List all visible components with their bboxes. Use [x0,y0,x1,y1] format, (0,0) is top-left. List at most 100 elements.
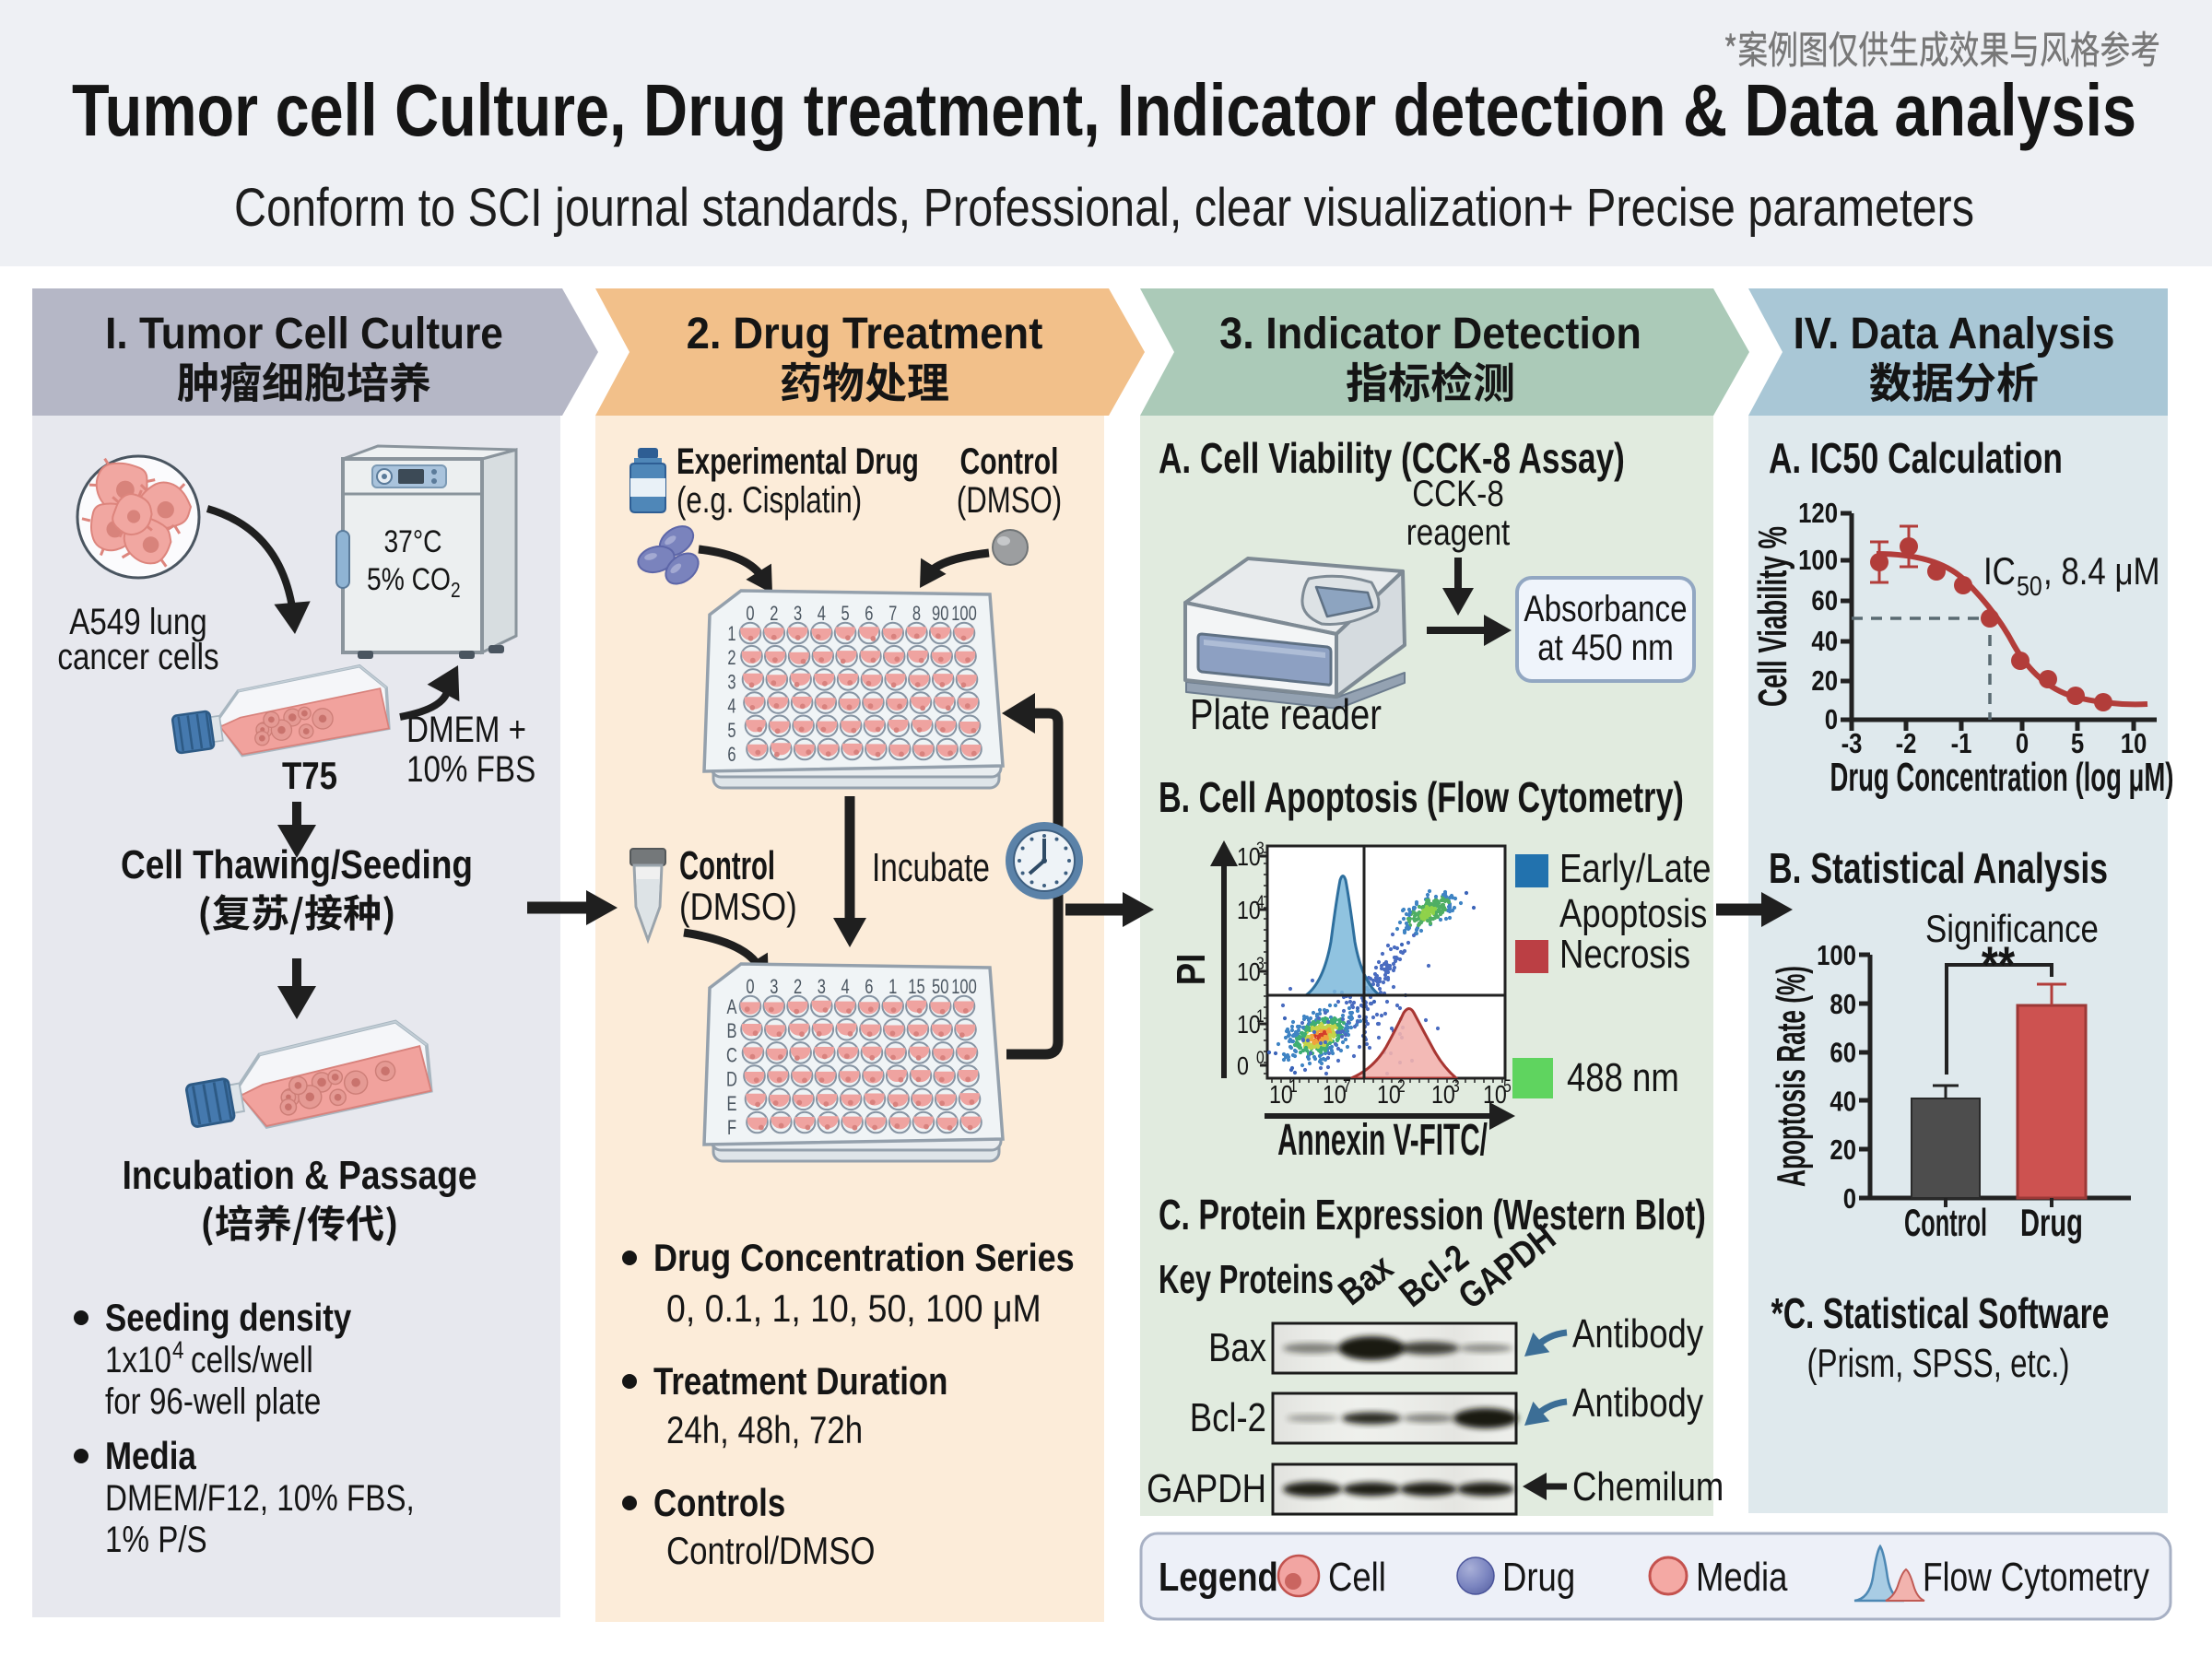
svg-text:60: 60 [1830,1037,1856,1069]
svg-text:1: 1 [888,976,897,999]
svg-text:Incubation & Passage: Incubation & Passage [123,1152,477,1198]
svg-text:1% P/S: 1% P/S [105,1519,207,1560]
svg-text:-2: -2 [1896,728,1917,760]
svg-text:(Prism, SPSS, etc.): (Prism, SPSS, etc.) [1807,1342,2070,1387]
svg-text:Conform to SCI journal standar: Conform to SCI journal standards, Profes… [234,179,1974,238]
svg-text:Cell: Cell [1328,1554,1386,1600]
svg-text:0: 0 [746,603,754,626]
svg-text:5% CO: 5% CO [367,562,451,597]
svg-text:37°C: 37°C [383,524,441,559]
svg-text:PI: PI [1168,954,1214,986]
svg-text:3: 3 [818,976,826,999]
svg-text:Experimental Drug: Experimental Drug [677,441,919,482]
svg-text:10: 10 [1323,1081,1347,1109]
svg-text:1: 1 [1289,1076,1298,1097]
svg-text:-3: -3 [1841,728,1863,760]
svg-text:2: 2 [770,603,778,626]
svg-text:5: 5 [727,720,735,743]
svg-text:10% FBS: 10% FBS [406,748,535,790]
svg-text:4: 4 [818,603,826,626]
svg-text:(DMSO): (DMSO) [679,886,797,929]
svg-text:10: 10 [1269,1081,1293,1109]
svg-text:1: 1 [727,623,735,646]
svg-text:IC: IC [1983,550,2016,593]
svg-text:Controls: Controls [653,1482,785,1525]
svg-text:B. Statistical Analysis: B. Statistical Analysis [1769,845,2108,892]
svg-text:(e.g. Cisplatin): (e.g. Cisplatin) [677,479,862,521]
svg-text:20: 20 [1811,665,1838,698]
svg-text:Legend: Legend [1159,1554,1278,1600]
svg-text:5: 5 [1503,1076,1512,1097]
svg-text:50: 50 [2017,570,2042,602]
svg-text:Treatment Duration: Treatment Duration [653,1360,947,1403]
svg-text:5: 5 [2071,728,2084,760]
svg-text:Control: Control [1904,1203,1987,1245]
svg-text:Control/DMSO: Control/DMSO [666,1530,876,1573]
svg-text:0: 0 [2016,728,2029,760]
svg-text:cells/well: cells/well [191,1339,313,1380]
svg-text:5: 5 [841,603,850,626]
svg-text:4: 4 [841,976,850,999]
svg-text:Drug: Drug [2020,1201,2083,1245]
svg-text:0: 0 [1825,704,1838,736]
svg-text:(DMSO): (DMSO) [957,479,1062,521]
svg-text:B: B [726,1020,736,1043]
svg-text:Absorbance: Absorbance [1524,588,1687,629]
svg-text:488 nm: 488 nm [1567,1054,1679,1100]
svg-text:2: 2 [1397,1076,1406,1097]
svg-text:100: 100 [951,603,977,626]
svg-text:IV. Data Analysis: IV. Data Analysis [1794,308,2115,358]
svg-text:**: ** [1982,935,2015,993]
svg-text:0, 0.1, 1, 10, 50, 100 μM: 0, 0.1, 1, 10, 50, 100 μM [666,1287,1041,1330]
svg-text:Media: Media [1696,1554,1788,1600]
svg-text:6: 6 [865,976,873,999]
svg-text:DMEM +: DMEM + [406,709,526,750]
svg-text:Chemilum: Chemilum [1572,1463,1724,1509]
svg-text:*C. Statistical Software: *C. Statistical Software [1771,1290,2110,1337]
svg-text:Drug Concentration (log μM): Drug Concentration (log μM) [1830,754,2174,799]
svg-text:GAPDH: GAPDH [1147,1465,1266,1511]
svg-text:8: 8 [912,603,921,626]
svg-text:10: 10 [1237,958,1261,986]
svg-text:DMEM/F12, 10% FBS,: DMEM/F12, 10% FBS, [105,1477,415,1519]
svg-text:2. Drug Treatment: 2. Drug Treatment [687,309,1043,358]
svg-text:2: 2 [451,579,461,602]
svg-text:120: 120 [1798,498,1838,530]
svg-text:40: 40 [1830,1086,1856,1118]
svg-text:Drug Concentration Series: Drug Concentration Series [653,1238,1075,1280]
svg-text:Key Proteins: Key Proteins [1159,1258,1334,1303]
svg-text:1x10: 1x10 [105,1339,171,1380]
svg-text:3: 3 [770,976,778,999]
svg-text:Apoptosis Rate (%): Apoptosis Rate (%) [1768,966,1814,1187]
svg-text:A: A [726,996,736,1019]
svg-text:for 96-well plate: for 96-well plate [105,1380,321,1422]
svg-text:F: F [727,1117,736,1140]
svg-text:2: 2 [794,976,802,999]
svg-text:90: 90 [932,603,949,626]
svg-text:10: 10 [1431,1081,1455,1109]
svg-text:A549 lung: A549 lung [69,601,207,642]
svg-text:6: 6 [865,603,873,626]
svg-text:C. Protein Expression (Western: C. Protein Expression (Western Blot) [1159,1191,1706,1239]
svg-text:I. Tumor Cell Culture: I. Tumor Cell Culture [105,308,503,358]
svg-text:Antibody: Antibody [1572,1380,1704,1426]
svg-text:0: 0 [1843,1183,1856,1216]
svg-text:, 8.4 μM: , 8.4 μM [2043,550,2160,593]
svg-text:cancer cells: cancer cells [57,636,218,677]
svg-text:1: 1 [1256,1006,1265,1027]
svg-text:10: 10 [1483,1081,1507,1109]
svg-text:3: 3 [1256,839,1265,859]
svg-text:100: 100 [1798,545,1838,577]
svg-text:3: 3 [1452,1076,1460,1097]
svg-text:3: 3 [794,603,802,626]
svg-text:6: 6 [727,744,735,767]
svg-text:3: 3 [727,671,735,694]
svg-text:3. Indicator Detection: 3. Indicator Detection [1219,309,1641,358]
svg-text:4: 4 [1256,892,1265,912]
svg-text:10: 10 [1237,1011,1261,1039]
svg-text:0: 0 [1237,1052,1249,1080]
svg-text:7: 7 [888,603,897,626]
svg-text:7: 7 [1343,1076,1351,1097]
svg-text:2: 2 [727,647,735,670]
svg-text:40: 40 [1811,626,1838,658]
